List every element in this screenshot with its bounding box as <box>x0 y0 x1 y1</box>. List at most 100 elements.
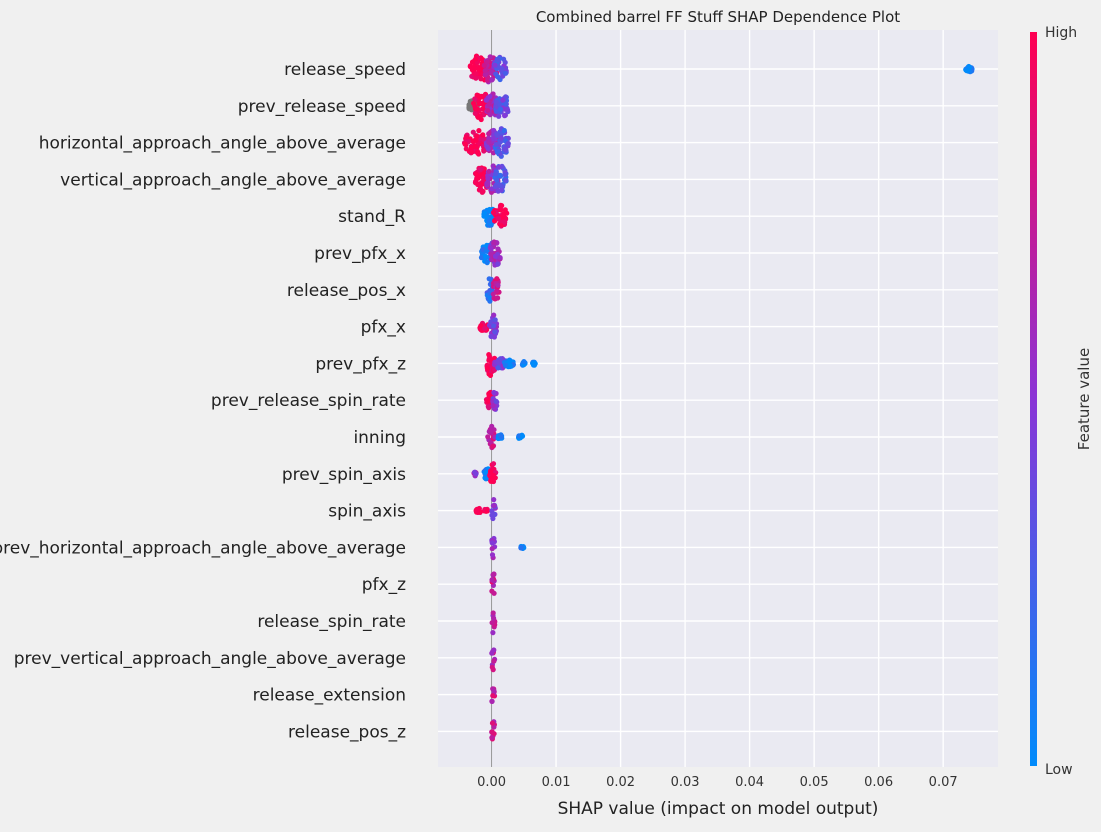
shap-point <box>503 177 509 183</box>
shap-point <box>474 92 480 98</box>
feature-row-points <box>461 126 511 159</box>
shap-point <box>484 59 490 65</box>
shap-point <box>497 182 503 189</box>
colorbar-low-label: Low <box>1045 762 1073 778</box>
feature-row-points <box>472 163 509 195</box>
colorbar <box>1030 32 1037 766</box>
shap-point <box>478 323 484 329</box>
x-tick-label: 0.06 <box>864 775 893 790</box>
shap-point <box>490 511 496 517</box>
shap-point <box>485 181 491 187</box>
feature-row-points <box>478 239 503 268</box>
feature-labels: release_speed prev_release_speed horizonta… <box>0 60 406 742</box>
shap-point <box>491 503 497 509</box>
shap-point <box>498 187 504 193</box>
chart-title: Combined barrel FF Stuff SHAP Dependence… <box>536 8 900 26</box>
feature-row-points <box>489 610 498 636</box>
shap-point <box>475 181 481 187</box>
shap-point <box>506 358 512 364</box>
feature-label: inning <box>353 428 406 448</box>
shap-point <box>473 171 479 177</box>
shap-point <box>487 372 494 378</box>
shap-point <box>497 139 503 145</box>
shap-point <box>487 112 493 118</box>
shap-point <box>491 590 497 596</box>
shap-point <box>500 97 506 103</box>
x-tick-label: 0.03 <box>671 775 700 790</box>
shap-point <box>489 698 495 705</box>
feature-row-points <box>483 389 500 412</box>
shap-point <box>488 333 494 339</box>
shap-point <box>476 128 482 134</box>
shap-point <box>463 134 469 140</box>
shap-point <box>474 106 480 112</box>
x-axis-ticks: 0.00 0.01 0.02 0.03 0.04 0.05 0.06 0.07 <box>477 775 958 790</box>
shap-point <box>519 433 526 439</box>
shap-point <box>489 540 495 546</box>
shap-point <box>485 146 491 152</box>
feature-row-points <box>466 91 511 123</box>
feature-row-points <box>489 686 498 705</box>
shap-point <box>490 610 496 616</box>
shap-point <box>492 329 498 335</box>
colorbar-title: Feature value <box>1075 348 1093 450</box>
shap-point <box>481 213 487 219</box>
shap-point <box>490 693 496 699</box>
shap-point <box>486 276 492 282</box>
grid-lines <box>438 30 998 767</box>
shap-point <box>492 184 498 190</box>
shap-point <box>485 75 491 81</box>
shap-point <box>490 291 496 297</box>
feature-label: stand_R <box>338 207 406 227</box>
shap-point <box>472 110 478 116</box>
shap-point <box>487 54 493 60</box>
feature-label: vertical_approach_angle_above_average <box>60 170 406 190</box>
shap-point <box>469 107 475 113</box>
shap-point <box>501 211 507 217</box>
shap-point <box>474 133 480 139</box>
shap-point <box>485 434 491 440</box>
shap-point <box>469 149 475 155</box>
shap-point <box>482 469 489 476</box>
shap-point <box>476 101 482 107</box>
shap-point <box>485 403 491 410</box>
shap-point <box>486 357 492 363</box>
feature-row-points <box>484 352 538 378</box>
shap-point <box>483 97 489 103</box>
shap-point <box>503 70 509 76</box>
shap-point <box>490 515 496 522</box>
feature-label: spin_axis <box>328 502 406 522</box>
shap-point <box>496 164 502 170</box>
shap-point <box>493 142 499 148</box>
shap-point <box>499 66 505 72</box>
shap-point <box>489 720 496 726</box>
feature-row-points <box>485 423 526 451</box>
plot-area <box>438 30 998 767</box>
feature-row-points <box>471 461 499 485</box>
feature-label: prev_release_speed <box>238 97 406 117</box>
shap-point <box>492 317 498 323</box>
shap-point <box>489 77 495 83</box>
shap-point <box>488 428 494 434</box>
shap-point <box>491 724 497 730</box>
shap-point <box>491 497 497 503</box>
feature-label: release_spin_rate <box>257 612 406 632</box>
shap-point <box>498 207 504 213</box>
shap-point <box>495 365 501 371</box>
shap-point <box>490 461 497 467</box>
shap-point <box>487 469 494 475</box>
x-axis-label: SHAP value (impact on model output) <box>558 799 879 819</box>
feature-row-points <box>467 53 975 85</box>
shap-point <box>469 59 476 65</box>
feature-row-points <box>489 571 497 596</box>
shap-point <box>491 240 497 246</box>
feature-row-points <box>477 312 500 340</box>
shap-point <box>497 255 503 261</box>
shap-point <box>490 472 497 478</box>
feature-label: prev_pfx_z <box>315 354 406 374</box>
x-tick-label: 0.05 <box>800 775 829 790</box>
shap-point <box>501 127 507 134</box>
shap-point <box>502 362 509 368</box>
shap-point <box>492 62 498 68</box>
